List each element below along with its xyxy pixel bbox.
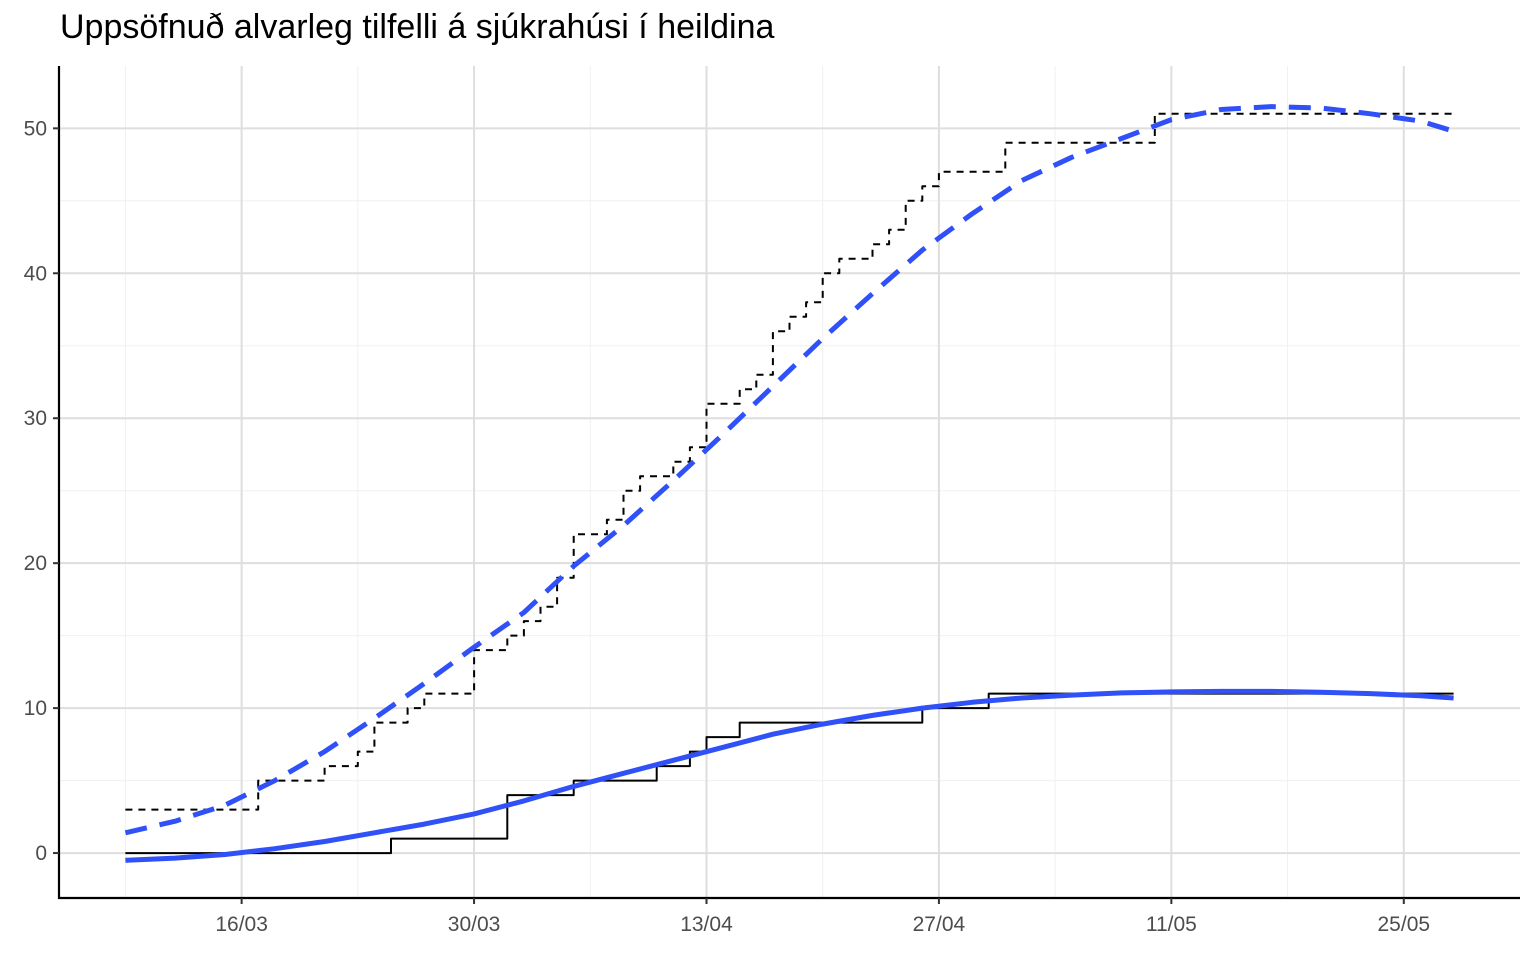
y-tick-label: 50 <box>24 117 47 140</box>
y-tick-label: 10 <box>24 697 47 720</box>
x-tick-label: 25/05 <box>1378 913 1431 936</box>
x-tick-label: 13/04 <box>680 913 733 936</box>
series-line-solid-smooth <box>125 688 1454 863</box>
x-tick-label: 11/05 <box>1146 913 1197 936</box>
y-tick-label: 0 <box>35 842 47 865</box>
chart-title: Uppsöfnuð alvarleg tilfelli á sjúkrahúsi… <box>60 8 775 46</box>
y-tick-label: 20 <box>24 552 47 575</box>
x-tick-label: 30/03 <box>448 913 501 936</box>
y-tick-label: 30 <box>24 407 47 430</box>
x-tick-label: 16/03 <box>215 913 268 936</box>
y-tick-label: 40 <box>24 262 47 285</box>
series-line-dashed-step <box>125 112 1454 811</box>
series-line-dashed-smooth <box>124 104 1455 836</box>
series-line-solid-step <box>125 692 1454 855</box>
x-tick-label: 27/04 <box>913 913 966 936</box>
